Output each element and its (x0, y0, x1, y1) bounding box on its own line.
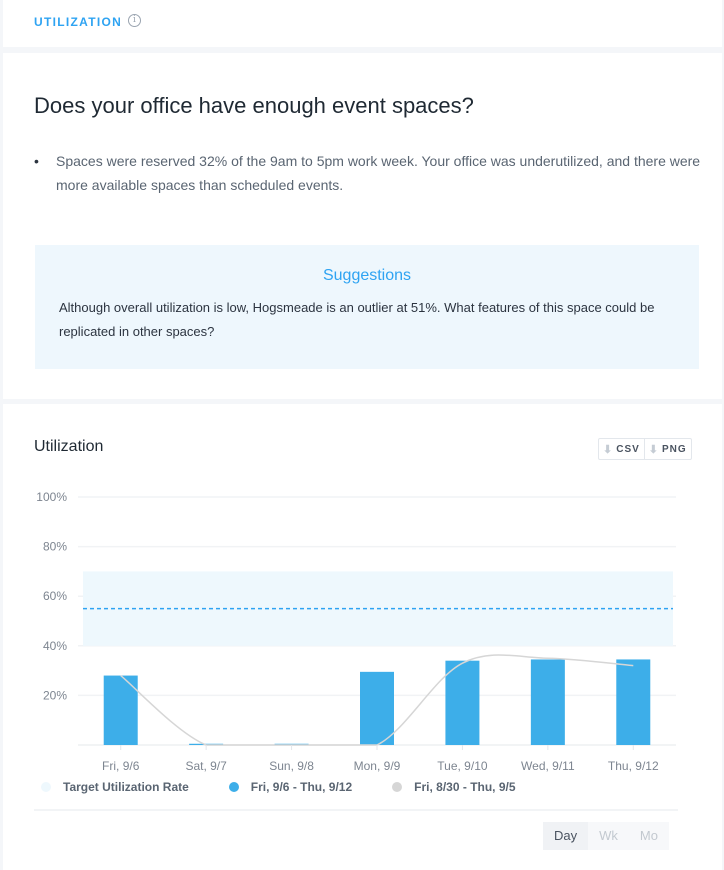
bar (530, 659, 565, 745)
download-group: ⬇ CSV ⬇ PNG (598, 438, 692, 460)
y-tick-label: 80% (43, 540, 67, 554)
bar (445, 660, 480, 745)
insight-card: Does your office have enough event space… (3, 53, 722, 399)
x-tick-label: Fri, 9/6 (102, 759, 140, 773)
legend-dot (392, 782, 403, 792)
download-csv-button[interactable]: ⬇ CSV (599, 439, 644, 459)
csv-label: CSV (616, 443, 640, 455)
y-tick-label: 40% (43, 639, 67, 653)
y-tick-label: 20% (43, 688, 67, 702)
suggestions-text: Although overall utilization is low, Hog… (59, 300, 655, 339)
y-tick-label: 60% (43, 589, 67, 603)
download-png-button[interactable]: ⬇ PNG (643, 439, 691, 459)
legend-item-previous[interactable]: Fri, 8/30 - Thu, 9/5 (392, 780, 516, 794)
divider (34, 809, 678, 811)
y-tick-label: 100% (36, 490, 67, 504)
toggle-month[interactable]: Mo (639, 828, 658, 843)
insight-bullet: Spaces were reserved 32% of the 9am to 5… (34, 149, 704, 197)
legend-label: Fri, 8/30 - Thu, 9/5 (414, 780, 516, 794)
chart-legend: Target Utilization Rate Fri, 9/6 - Thu, … (41, 780, 556, 794)
suggestions-box: Suggestions Although overall utilization… (35, 245, 699, 369)
x-tick-label: Thu, 9/12 (608, 759, 659, 773)
info-icon[interactable]: i (128, 14, 141, 27)
granularity-toggle: Day Wk Mo (543, 822, 669, 850)
legend-dot (228, 782, 239, 792)
x-tick-label: Sat, 9/7 (185, 759, 227, 773)
previous-period-line (120, 654, 634, 746)
legend-item-current[interactable]: Fri, 9/6 - Thu, 9/12 (228, 780, 353, 794)
chart-title: Utilization (34, 438, 104, 455)
png-label: PNG (662, 443, 687, 455)
toggle-day[interactable]: Day (543, 822, 589, 850)
toggle-week[interactable]: Wk (599, 828, 618, 843)
suggestions-title: Suggestions (322, 267, 412, 284)
download-icon: ⬇ (603, 443, 614, 456)
bar (103, 675, 138, 745)
section-header: UTILIZATION i (3, 0, 722, 47)
bar (616, 659, 651, 745)
insight-question: Does your office have enough event space… (34, 93, 474, 118)
bar (360, 671, 394, 745)
x-tick-label: Tue, 9/10 (437, 759, 488, 773)
legend-item-target[interactable]: Target Utilization Rate (41, 780, 189, 794)
legend-dot (41, 782, 51, 792)
legend-label: Fri, 9/6 - Thu, 9/12 (250, 780, 353, 794)
section-label: UTILIZATION (34, 15, 123, 29)
legend-label: Target Utilization Rate (63, 780, 189, 794)
x-tick-label: Mon, 9/9 (354, 759, 401, 773)
download-icon: ⬇ (648, 443, 659, 456)
x-tick-label: Wed, 9/11 (521, 759, 575, 773)
x-tick-label: Sun, 9/8 (269, 759, 314, 773)
